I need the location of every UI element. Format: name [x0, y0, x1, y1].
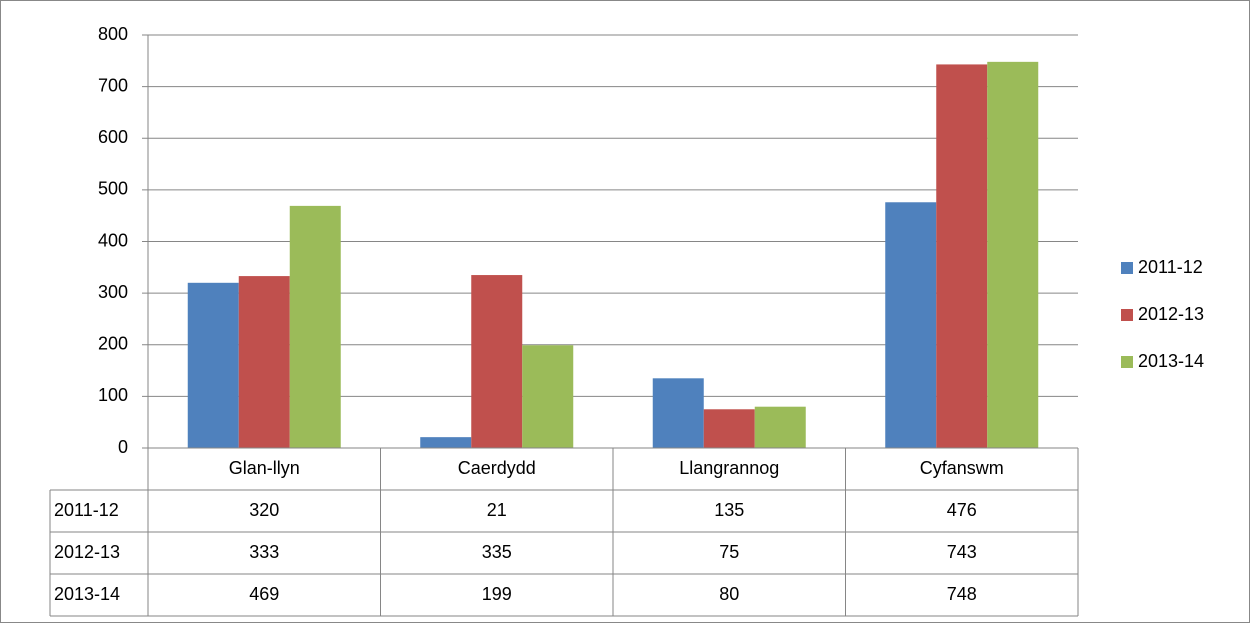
bar [754, 406, 806, 448]
x-tick-label: Llangrannog [679, 458, 779, 478]
bar [987, 61, 1039, 448]
table-cell: 476 [947, 500, 977, 520]
bar [471, 275, 523, 448]
legend-label: 2012-13 [1138, 304, 1204, 324]
y-tick-label: 600 [98, 127, 128, 147]
table-row-header: 2012-13 [54, 542, 120, 562]
table-cell: 335 [482, 542, 512, 562]
table-row-header: 2011-12 [54, 500, 119, 520]
bar [289, 205, 341, 448]
x-tick-label: Caerdydd [458, 458, 536, 478]
bar [238, 276, 290, 448]
y-tick-label: 0 [118, 437, 128, 457]
table-cell: 80 [719, 584, 739, 604]
table-cell: 135 [714, 500, 744, 520]
bar [522, 345, 574, 448]
table-cell: 333 [249, 542, 279, 562]
bar [187, 282, 239, 448]
x-tick-label: Glan-llyn [229, 458, 300, 478]
table-cell: 199 [482, 584, 512, 604]
table-row-header: 2013-14 [54, 584, 120, 604]
legend-swatch [1121, 262, 1133, 274]
bar [703, 409, 755, 448]
table-cell: 320 [249, 500, 279, 520]
bar [652, 378, 704, 448]
y-tick-label: 500 [98, 179, 128, 199]
y-tick-label: 100 [98, 385, 128, 405]
table-cell: 743 [947, 542, 977, 562]
table-cell: 748 [947, 584, 977, 604]
x-tick-label: Cyfanswm [920, 458, 1004, 478]
bar [885, 202, 937, 448]
bar [936, 64, 988, 449]
y-tick-label: 800 [98, 24, 128, 44]
y-tick-label: 400 [98, 230, 128, 250]
bar [420, 437, 472, 448]
table-cell: 21 [487, 500, 507, 520]
y-tick-label: 200 [98, 334, 128, 354]
y-tick-label: 300 [98, 282, 128, 302]
y-tick-label: 700 [98, 75, 128, 95]
legend-swatch [1121, 309, 1133, 321]
table-cell: 75 [719, 542, 739, 562]
legend-swatch [1121, 356, 1133, 368]
table-cell: 469 [249, 584, 279, 604]
legend-label: 2013-14 [1138, 351, 1204, 371]
legend-label: 2011-12 [1138, 257, 1203, 277]
